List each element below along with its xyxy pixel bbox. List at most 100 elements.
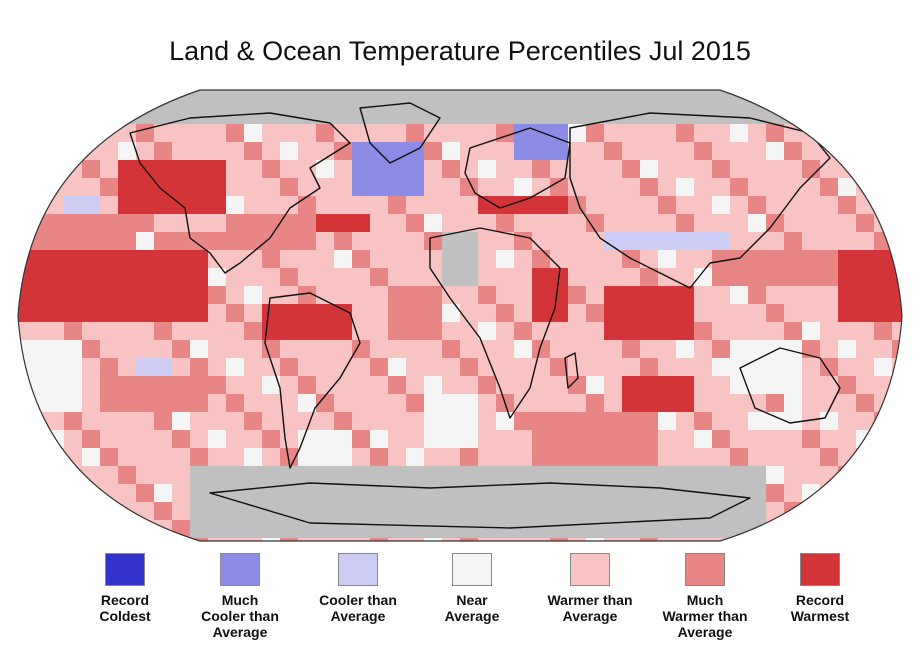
map-cell	[532, 322, 550, 340]
map-cell	[388, 90, 406, 106]
map-cell	[388, 448, 406, 466]
map-cell	[586, 196, 604, 214]
map-cell	[190, 268, 208, 286]
map-cell	[334, 304, 352, 322]
map-cell	[352, 358, 370, 376]
map-cell	[748, 448, 766, 466]
map-cell	[640, 160, 658, 178]
map-cell	[136, 250, 154, 268]
map-cell	[712, 268, 730, 286]
map-cell	[892, 196, 902, 214]
map-cell	[802, 502, 820, 520]
map-cell	[496, 322, 514, 340]
map-cell	[18, 124, 28, 142]
map-cell	[874, 358, 892, 376]
map-cell	[478, 358, 496, 376]
map-cell	[622, 160, 640, 178]
map-cell	[118, 232, 136, 250]
map-cell	[136, 286, 154, 304]
map-cell	[658, 322, 676, 340]
map-cell	[676, 340, 694, 358]
map-cell	[874, 502, 892, 520]
map-cell	[874, 322, 892, 340]
map-cell	[496, 286, 514, 304]
map-cell	[298, 106, 316, 124]
map-cell	[316, 268, 334, 286]
legend-swatch	[220, 553, 260, 586]
north-america-coastline	[129, 112, 351, 274]
map-cell	[370, 214, 388, 232]
map-cell	[226, 484, 244, 502]
map-cell	[424, 178, 442, 196]
map-cell	[640, 358, 658, 376]
map-cell	[586, 412, 604, 430]
map-cell	[532, 90, 550, 106]
madagascar-coastline	[564, 352, 579, 389]
map-cell	[64, 142, 82, 160]
map-cell	[46, 358, 64, 376]
map-cell	[118, 90, 136, 106]
map-cell	[838, 106, 856, 124]
map-cell	[406, 214, 424, 232]
map-cell	[388, 376, 406, 394]
map-cell	[586, 484, 604, 502]
map-cell	[460, 268, 478, 286]
map-cell	[730, 466, 748, 484]
map-cell	[586, 214, 604, 232]
map-cell	[604, 124, 622, 142]
map-cell	[82, 286, 100, 304]
map-cell	[226, 196, 244, 214]
map-cell	[118, 484, 136, 502]
map-cell	[82, 340, 100, 358]
map-cell	[802, 358, 820, 376]
map-cell	[352, 286, 370, 304]
map-cell	[352, 412, 370, 430]
map-cell	[892, 178, 902, 196]
map-cell	[532, 430, 550, 448]
map-cell	[208, 322, 226, 340]
antarctica-coastline	[209, 482, 751, 529]
map-cell	[28, 160, 46, 178]
map-cell	[280, 106, 298, 124]
map-cell	[766, 322, 784, 340]
map-cell	[568, 538, 586, 541]
map-cell	[316, 376, 334, 394]
map-cell	[766, 304, 784, 322]
map-cell	[730, 124, 748, 142]
map-cell	[712, 124, 730, 142]
map-cell	[190, 250, 208, 268]
map-cell	[172, 250, 190, 268]
map-cell	[802, 232, 820, 250]
map-cell	[316, 160, 334, 178]
map-cell	[172, 160, 190, 178]
map-cell	[694, 250, 712, 268]
map-cell	[244, 304, 262, 322]
map-cell	[424, 340, 442, 358]
map-cell	[280, 538, 298, 541]
map-cell	[28, 268, 46, 286]
map-cell	[172, 286, 190, 304]
map-cell	[730, 142, 748, 160]
map-cell	[316, 286, 334, 304]
map-cell	[244, 196, 262, 214]
map-cell	[676, 178, 694, 196]
map-cell	[820, 412, 838, 430]
map-cell	[226, 538, 244, 541]
map-cell	[64, 394, 82, 412]
map-cell	[208, 142, 226, 160]
map-cell	[604, 394, 622, 412]
map-cell	[604, 196, 622, 214]
map-cell	[604, 250, 622, 268]
map-cell	[730, 196, 748, 214]
map-cell	[676, 232, 694, 250]
map-cell	[586, 142, 604, 160]
map-cell	[82, 358, 100, 376]
map-cell	[640, 376, 658, 394]
map-cell	[676, 196, 694, 214]
map-cell	[388, 538, 406, 541]
map-cell	[208, 196, 226, 214]
map-cell	[190, 142, 208, 160]
map-cell	[100, 430, 118, 448]
map-cell	[280, 142, 298, 160]
map-cell	[388, 232, 406, 250]
